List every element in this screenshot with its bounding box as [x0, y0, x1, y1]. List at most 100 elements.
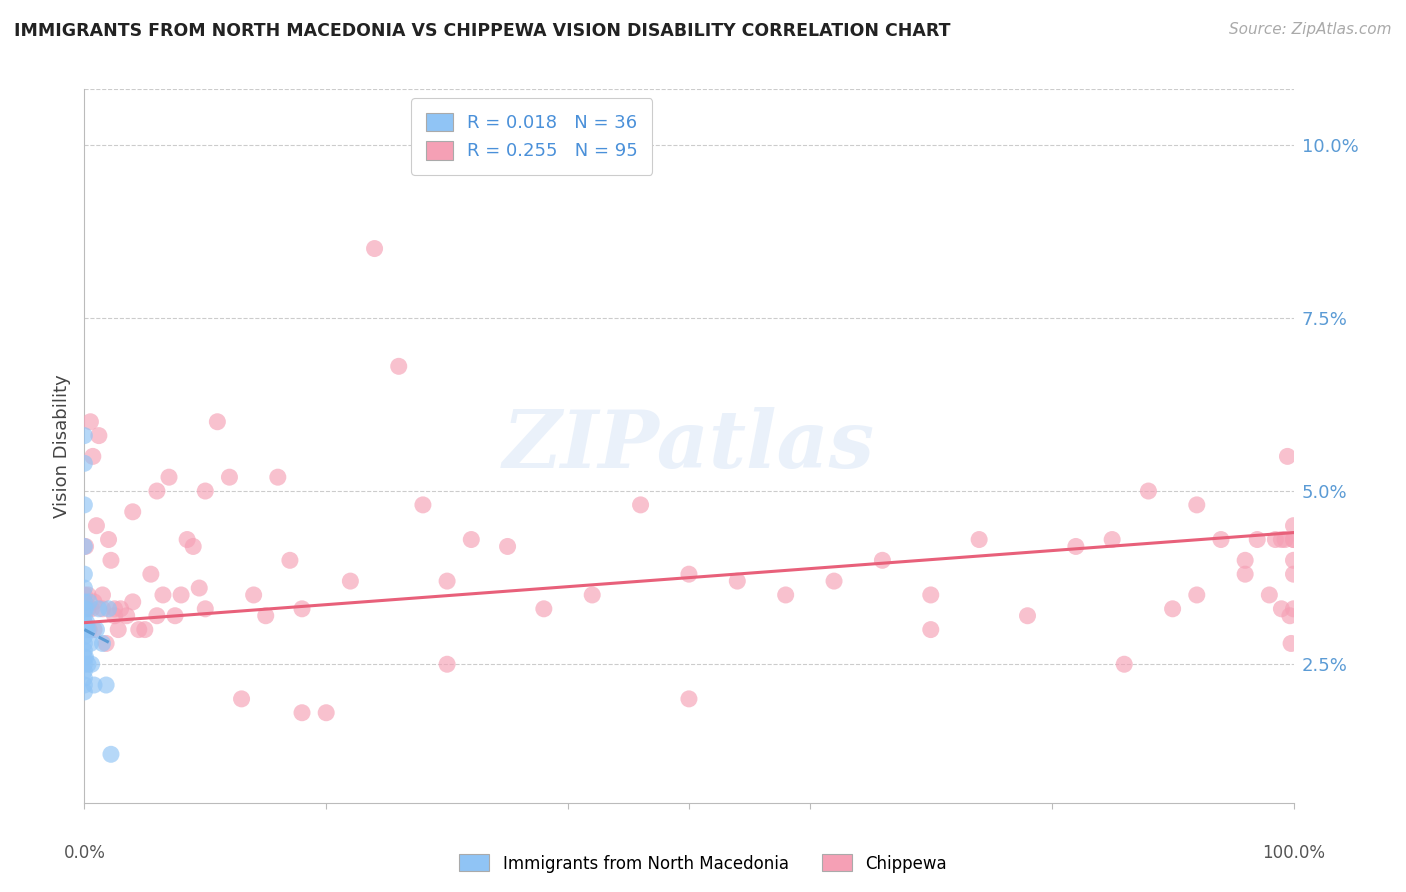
- Point: [73, 595, 96, 609]
- Point: [1185, 588, 1208, 602]
- Point: [86, 518, 108, 533]
- Point: [87, 428, 110, 442]
- Point: [73, 685, 96, 699]
- Point: [1246, 533, 1268, 547]
- Point: [77, 623, 100, 637]
- Point: [80, 657, 103, 672]
- Point: [77, 588, 100, 602]
- Point: [207, 415, 229, 429]
- Point: [218, 470, 240, 484]
- Point: [73, 650, 96, 665]
- Point: [1278, 608, 1301, 623]
- Point: [77, 623, 100, 637]
- Point: [412, 498, 434, 512]
- Point: [100, 553, 122, 567]
- Point: [134, 623, 156, 637]
- Point: [1274, 533, 1296, 547]
- Point: [91, 602, 114, 616]
- Point: [1101, 533, 1123, 547]
- Point: [1234, 553, 1257, 567]
- Point: [82, 450, 104, 464]
- Point: [231, 691, 253, 706]
- Point: [1270, 602, 1292, 616]
- Point: [315, 706, 337, 720]
- Point: [920, 588, 942, 602]
- Point: [194, 602, 217, 616]
- Text: IMMIGRANTS FROM NORTH MACEDONIA VS CHIPPEWA VISION DISABILITY CORRELATION CHART: IMMIGRANTS FROM NORTH MACEDONIA VS CHIPP…: [14, 22, 950, 40]
- Point: [104, 608, 127, 623]
- Point: [73, 567, 96, 582]
- Point: [1234, 567, 1257, 582]
- Point: [1279, 636, 1302, 650]
- Point: [1114, 657, 1136, 672]
- Point: [1282, 553, 1305, 567]
- Point: [872, 553, 894, 567]
- Point: [267, 470, 290, 484]
- Point: [73, 540, 96, 554]
- Text: 100.0%: 100.0%: [1263, 845, 1324, 863]
- Point: [1258, 588, 1281, 602]
- Point: [1264, 533, 1286, 547]
- Point: [80, 602, 103, 616]
- Point: [73, 608, 96, 623]
- Point: [581, 588, 603, 602]
- Point: [73, 615, 96, 630]
- Point: [75, 650, 97, 665]
- Point: [775, 588, 797, 602]
- Point: [128, 623, 150, 637]
- Point: [1161, 602, 1184, 616]
- Y-axis label: Vision Disability: Vision Disability: [53, 374, 72, 518]
- Point: [291, 706, 314, 720]
- Point: [157, 470, 180, 484]
- Point: [83, 595, 105, 609]
- Point: [496, 540, 519, 554]
- Point: [165, 608, 187, 623]
- Point: [75, 623, 97, 637]
- Point: [1209, 533, 1232, 547]
- Point: [75, 602, 97, 616]
- Point: [436, 657, 458, 672]
- Point: [73, 630, 96, 644]
- Point: [73, 678, 96, 692]
- Point: [146, 483, 169, 498]
- Point: [533, 602, 555, 616]
- Legend: Immigrants from North Macedonia, Chippewa: Immigrants from North Macedonia, Chippew…: [453, 847, 953, 880]
- Point: [115, 608, 138, 623]
- Point: [75, 540, 97, 554]
- Point: [1064, 540, 1087, 554]
- Point: [291, 602, 314, 616]
- Point: [254, 608, 277, 623]
- Point: [83, 623, 105, 637]
- Point: [73, 636, 96, 650]
- Point: [725, 574, 748, 588]
- Point: [678, 691, 700, 706]
- Point: [110, 602, 132, 616]
- Text: 0.0%: 0.0%: [63, 845, 105, 863]
- Point: [73, 671, 96, 685]
- Point: [363, 242, 385, 256]
- Point: [176, 533, 198, 547]
- Point: [170, 588, 193, 602]
- Point: [1277, 450, 1299, 464]
- Point: [94, 678, 117, 692]
- Point: [97, 533, 120, 547]
- Text: ZIPatlas: ZIPatlas: [503, 408, 875, 484]
- Point: [1282, 533, 1305, 547]
- Point: [436, 574, 458, 588]
- Point: [73, 602, 96, 616]
- Point: [139, 567, 162, 582]
- Point: [920, 623, 942, 637]
- Point: [91, 636, 114, 650]
- Point: [76, 623, 98, 637]
- Point: [1017, 608, 1039, 623]
- Point: [678, 567, 700, 582]
- Point: [188, 581, 211, 595]
- Point: [1282, 567, 1305, 582]
- Point: [194, 483, 217, 498]
- Point: [91, 588, 114, 602]
- Point: [388, 359, 411, 374]
- Point: [339, 574, 361, 588]
- Point: [278, 553, 301, 567]
- Point: [73, 664, 96, 678]
- Point: [242, 588, 264, 602]
